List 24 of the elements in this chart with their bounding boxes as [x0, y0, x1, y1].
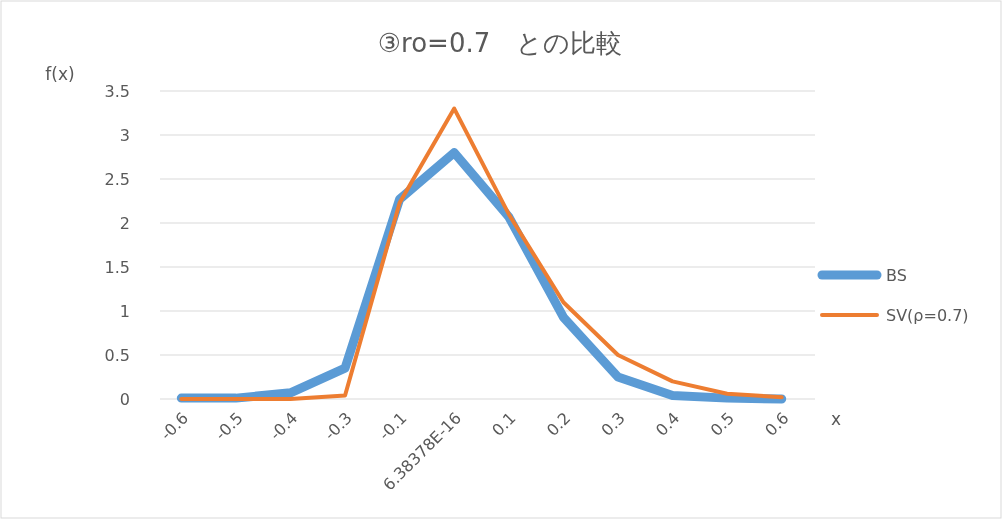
x-axis-title: x — [830, 409, 842, 429]
y-tick-label: 0.5 — [104, 346, 130, 365]
legend-label: SV(ρ=0.7) — [886, 306, 969, 325]
x-tick-label: 0.5 — [706, 408, 738, 440]
y-tick-label: 0 — [119, 390, 130, 409]
x-tick-label: 0.2 — [542, 408, 575, 440]
y-tick-label: 3 — [119, 126, 130, 145]
x-tick-label: -0.3 — [320, 408, 356, 444]
x-tick-label: 0.6 — [761, 408, 793, 440]
x-tick-label: -0.6 — [156, 408, 193, 444]
y-tick-label: 1.5 — [104, 258, 130, 277]
y-tick-label: 2.5 — [104, 170, 130, 189]
y-axis-title: f(x) — [45, 64, 75, 84]
x-tick-label: -0.5 — [211, 408, 247, 444]
x-tick-label: 0.3 — [597, 408, 629, 440]
y-tick-label: 1 — [119, 302, 130, 321]
y-tick-label: 2 — [119, 214, 130, 233]
y-tick-label: 3.5 — [104, 82, 130, 101]
legend-label: BS — [886, 266, 907, 285]
chart-title: ③ro=0.7 との比較 — [377, 28, 623, 58]
x-tick-label: 0.1 — [488, 408, 520, 440]
line-series — [179, 106, 784, 401]
x-tick-label: 0.4 — [651, 408, 684, 440]
x-tick-label: -0.4 — [265, 408, 302, 444]
